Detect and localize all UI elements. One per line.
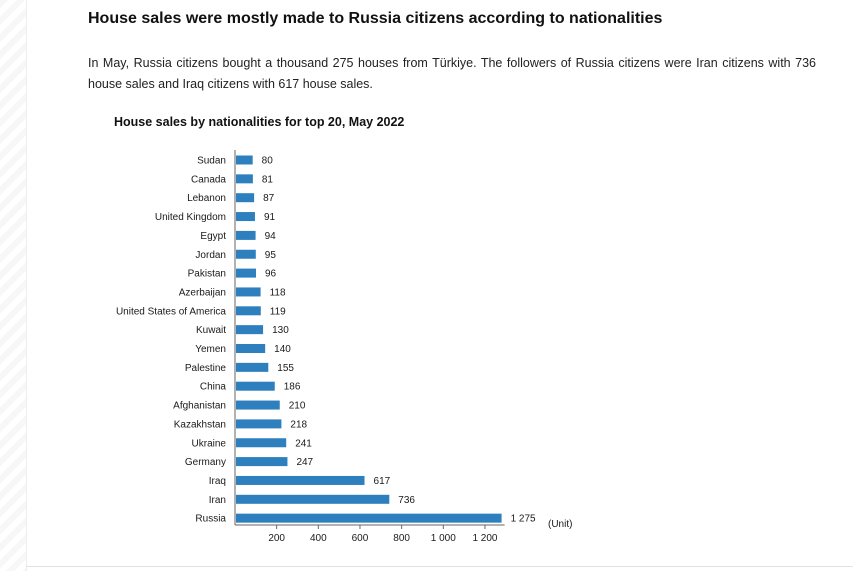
category-label: Ukraine xyxy=(192,438,227,449)
bar xyxy=(236,268,256,278)
bar xyxy=(236,325,264,335)
value-label: 218 xyxy=(290,419,307,430)
article-headline: House sales were mostly made to Russia c… xyxy=(88,10,663,27)
bar xyxy=(236,212,255,222)
value-label: 186 xyxy=(284,382,301,393)
decorative-side-pattern xyxy=(0,0,27,571)
bar xyxy=(236,362,269,372)
category-label: United Kingdom xyxy=(155,212,226,223)
value-label: 81 xyxy=(262,174,274,185)
category-label: United States of America xyxy=(116,306,226,317)
chart-title: House sales by nationalities for top 20,… xyxy=(114,115,405,129)
category-label: Sudan xyxy=(197,156,226,167)
category-label: Palestine xyxy=(185,363,227,374)
value-label: 80 xyxy=(262,156,274,167)
value-label: 617 xyxy=(374,476,391,487)
x-tick-label: 600 xyxy=(352,533,369,544)
x-tick-label: 1 000 xyxy=(431,533,456,544)
bars xyxy=(236,155,502,523)
category-label: Canada xyxy=(191,174,226,185)
bar xyxy=(236,344,266,353)
value-label: 94 xyxy=(265,231,277,242)
category-label: Iraq xyxy=(209,476,226,487)
category-label: Jordan xyxy=(195,250,226,261)
article-body: In May, Russia citizens bought a thousan… xyxy=(88,56,816,91)
value-label: 210 xyxy=(289,401,306,412)
value-label: 1 275 xyxy=(511,514,536,525)
category-labels: Sudan Canada Lebanon United Kingdom Egypt Jor… xyxy=(116,156,226,525)
bar xyxy=(236,174,253,184)
value-label: 95 xyxy=(265,250,277,261)
value-label: 118 xyxy=(270,287,286,298)
category-label: Pakistan xyxy=(188,269,226,280)
x-tick-label: 1 200 xyxy=(472,533,497,544)
value-label: 155 xyxy=(277,363,294,374)
value-label: 247 xyxy=(296,457,313,468)
x-tick-label: 200 xyxy=(268,533,285,544)
category-label: Afghanistan xyxy=(173,401,226,412)
bar xyxy=(236,155,253,165)
bar xyxy=(236,475,365,485)
value-label: 140 xyxy=(274,344,291,355)
x-tick-label: 400 xyxy=(310,533,327,544)
bottom-divider xyxy=(26,566,853,567)
category-label: Kuwait xyxy=(196,325,226,336)
value-label: 130 xyxy=(272,325,289,336)
category-label: Lebanon xyxy=(187,193,226,204)
value-label: 91 xyxy=(264,212,276,223)
value-label: 119 xyxy=(270,306,286,317)
category-label: Russia xyxy=(195,514,226,525)
bar xyxy=(236,381,275,391)
bar xyxy=(236,457,288,467)
value-label: 736 xyxy=(398,495,415,506)
bar xyxy=(236,193,255,203)
bar xyxy=(236,287,261,297)
unit-label: (Unit) xyxy=(548,519,572,530)
bar xyxy=(236,400,280,410)
bar xyxy=(236,306,261,316)
category-label: Egypt xyxy=(200,231,226,242)
category-label: Azerbaijan xyxy=(179,287,226,298)
value-label: 87 xyxy=(263,193,275,204)
bar xyxy=(236,494,390,504)
category-label: Germany xyxy=(185,457,226,468)
bar xyxy=(236,513,502,523)
category-label: Kazakhstan xyxy=(174,419,226,430)
bar xyxy=(236,249,256,259)
category-label: Iran xyxy=(209,495,226,506)
bar xyxy=(236,438,287,448)
value-label: 241 xyxy=(295,438,312,449)
bar xyxy=(236,230,256,240)
category-label: China xyxy=(200,382,227,393)
value-label: 96 xyxy=(265,269,277,280)
x-tick-label: 800 xyxy=(393,533,410,544)
category-label: Yemen xyxy=(195,344,226,355)
value-labels: 80 81 87 91 94 95 96 118 119 130 140 155 186 210 218 24… xyxy=(262,156,536,525)
axes: 200 400 600 800 1 000 1 200 (Unit) xyxy=(234,150,572,544)
bar xyxy=(236,419,282,429)
